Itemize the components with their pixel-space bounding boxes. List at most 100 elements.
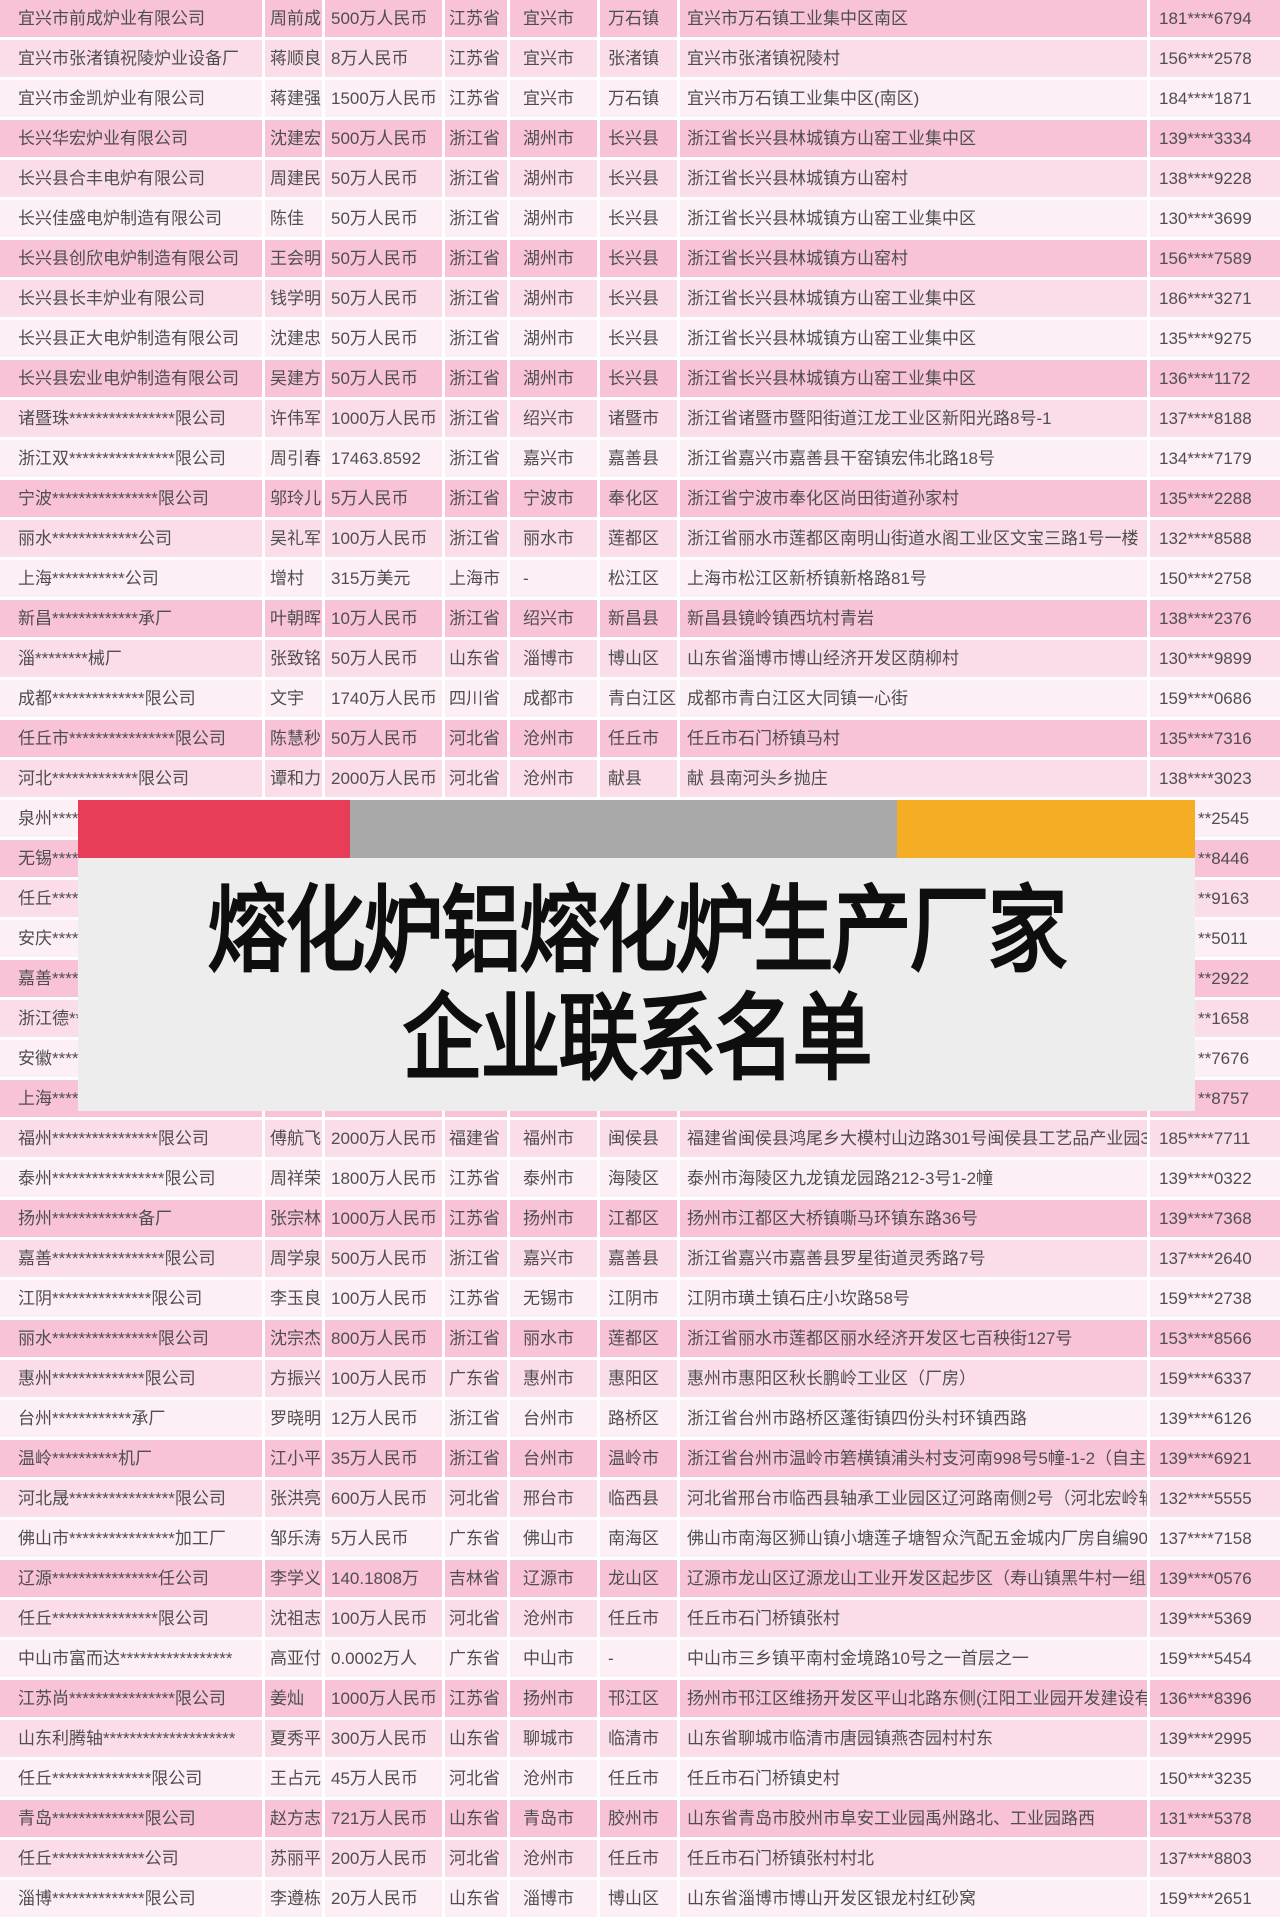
cell-district: 惠阳区 — [600, 1360, 677, 1397]
cell-phone: 159****5454 — [1150, 1640, 1280, 1677]
cell-district: 青白江区 — [600, 680, 677, 717]
cell-province: 河北省 — [445, 1840, 507, 1877]
cell-address: 新昌县镜岭镇西坑村青岩 — [680, 600, 1147, 637]
table-row: 长兴华宏炉业有限公司 沈建宏 500万人民币 浙江省 湖州市 长兴县 浙江省长兴县林城镇方山… — [0, 120, 1280, 160]
cell-district: 新昌县 — [600, 600, 677, 637]
cell-district: 江都区 — [600, 1200, 677, 1237]
cell-address: 任丘市石门桥镇张村村北 — [680, 1840, 1147, 1877]
cell-name: 宜兴市金凯炉业有限公司 — [0, 80, 262, 117]
cell-name: 长兴县创欣电炉制造有限公司 — [0, 240, 262, 277]
banner-title-line1: 熔化炉铝熔化炉生产厂家 — [207, 877, 1068, 983]
cell-province: 浙江省 — [445, 1240, 507, 1277]
table-row: 扬州*************备厂 张宗林 1000万人民币 江苏省 扬州市 江都区 扬州市… — [0, 1200, 1280, 1240]
cell-name: 嘉善*****************限公司 — [0, 1240, 262, 1277]
cell-city: 宜兴市 — [510, 80, 597, 117]
cell-phone: 138****9228 — [1150, 160, 1280, 197]
cell-province: 浙江省 — [445, 1440, 507, 1477]
cell-phone: 135****2288 — [1150, 480, 1280, 517]
cell-phone: 153****8566 — [1150, 1320, 1280, 1357]
cell-city: 绍兴市 — [510, 400, 597, 437]
cell-phone: 132****5555 — [1150, 1480, 1280, 1517]
cell-province: 江苏省 — [445, 0, 507, 37]
cell-address: 浙江省长兴县林城镇方山窑村 — [680, 240, 1147, 277]
cell-phone: 136****1172 — [1150, 360, 1280, 397]
cell-phone: 184****1871 — [1150, 80, 1280, 117]
cell-district: 胶州市 — [600, 1800, 677, 1837]
cell-district: 南海区 — [600, 1520, 677, 1557]
cell-name: 泰州*****************限公司 — [0, 1160, 262, 1197]
cell-capital: 50万人民币 — [325, 240, 442, 277]
cell-district: 献县 — [600, 760, 677, 797]
table-row: 嘉善*****************限公司 周学泉 500万人民币 浙江省 嘉兴市 嘉善… — [0, 1240, 1280, 1280]
table-row: 长兴县正大电炉制造有限公司 沈建忠 50万人民币 浙江省 湖州市 长兴县 浙江省长兴县林城镇… — [0, 320, 1280, 360]
cell-province: 广东省 — [445, 1360, 507, 1397]
cell-capital: 2000万人民币 — [325, 760, 442, 797]
cell-district: 长兴县 — [600, 280, 677, 317]
cell-district: 莲都区 — [600, 520, 677, 557]
cell-name: 上海***********公司 — [0, 560, 262, 597]
cell-address: 宜兴市万石镇工业集中区南区 — [680, 0, 1147, 37]
cell-district: 万石镇 — [600, 0, 677, 37]
banner-bar-orange-segment — [897, 800, 1195, 858]
cell-province: 吉林省 — [445, 1560, 507, 1597]
cell-province: 江苏省 — [445, 1680, 507, 1717]
cell-contact: 周前成 — [265, 0, 322, 37]
cell-district: 任丘市 — [600, 1600, 677, 1637]
cell-name: 成都**************限公司 — [0, 680, 262, 717]
cell-name: 山东利腾轴******************** — [0, 1720, 262, 1757]
cell-contact: 增村 — [265, 560, 322, 597]
cell-address: 扬州市邗江区维扬开发区平山北路东侧(江阳工业园开发建设有 — [680, 1680, 1147, 1717]
cell-city: 沧州市 — [510, 720, 597, 757]
banner-bar-red-segment — [78, 800, 350, 858]
cell-phone: 150****3235 — [1150, 1760, 1280, 1797]
cell-province: 四川省 — [445, 680, 507, 717]
cell-province: 山东省 — [445, 1880, 507, 1917]
cell-city: 沧州市 — [510, 1840, 597, 1877]
cell-district: 长兴县 — [600, 120, 677, 157]
cell-address: 佛山市南海区狮山镇小塘莲子塘智众汽配五金城内厂房自编903 — [680, 1520, 1147, 1557]
cell-contact: 王占元 — [265, 1760, 322, 1797]
cell-phone: 132****8588 — [1150, 520, 1280, 557]
table-row: 宜兴市前成炉业有限公司 周前成 500万人民币 江苏省 宜兴市 万石镇 宜兴市万石镇工业集中… — [0, 0, 1280, 40]
cell-phone: 139****5369 — [1150, 1600, 1280, 1637]
cell-capital: 35万人民币 — [325, 1440, 442, 1477]
cell-province: 山东省 — [445, 1800, 507, 1837]
cell-province: 浙江省 — [445, 160, 507, 197]
cell-contact: 苏丽平 — [265, 1840, 322, 1877]
cell-capital: 2000万人民币 — [325, 1120, 442, 1157]
cell-district: 临清市 — [600, 1720, 677, 1757]
cell-city: 宜兴市 — [510, 40, 597, 77]
cell-contact: 陈慧秒 — [265, 720, 322, 757]
cell-phone: 159****2651 — [1150, 1880, 1280, 1917]
cell-name: 任丘****************限公司 — [0, 1600, 262, 1637]
cell-city: 湖州市 — [510, 360, 597, 397]
cell-phone: 130****9899 — [1150, 640, 1280, 677]
cell-address: 浙江省诸暨市暨阳街道江龙工业区新阳光路8号-1 — [680, 400, 1147, 437]
cell-name: 浙江双****************限公司 — [0, 440, 262, 477]
cell-capital: 50万人民币 — [325, 280, 442, 317]
table-row: 台州************承厂 罗晓明 12万人民币 浙江省 台州市 路桥区 浙江省台州市… — [0, 1400, 1280, 1440]
table-row: 中山市富而达***************** 高亚付 0.0002万人 广东省 中山市… — [0, 1640, 1280, 1680]
cell-contact: 姜灿 — [265, 1680, 322, 1717]
cell-contact: 王会明 — [265, 240, 322, 277]
cell-province: 河北省 — [445, 1480, 507, 1517]
cell-capital: 500万人民币 — [325, 120, 442, 157]
cell-city: 淄博市 — [510, 640, 597, 677]
cell-address: 浙江省台州市温岭市箬横镇浦头村支河南998号5幢-1-2（自主 — [680, 1440, 1147, 1477]
cell-city: 扬州市 — [510, 1200, 597, 1237]
cell-city: - — [510, 560, 597, 597]
cell-city: 宁波市 — [510, 480, 597, 517]
cell-name: 长兴县长丰炉业有限公司 — [0, 280, 262, 317]
cell-name: 佛山市****************加工厂 — [0, 1520, 262, 1557]
cell-district: 邗江区 — [600, 1680, 677, 1717]
cell-contact: 赵方志 — [265, 1800, 322, 1837]
cell-province: 广东省 — [445, 1640, 507, 1677]
cell-city: 湖州市 — [510, 160, 597, 197]
table-row: 长兴县宏业电炉制造有限公司 吴建方 50万人民币 浙江省 湖州市 长兴县 浙江省长兴县林城镇… — [0, 360, 1280, 400]
cell-province: 江苏省 — [445, 1280, 507, 1317]
cell-district: 嘉善县 — [600, 1240, 677, 1277]
cell-phone: 150****2758 — [1150, 560, 1280, 597]
cell-city: 湖州市 — [510, 280, 597, 317]
cell-capital: 1500万人民币 — [325, 80, 442, 117]
